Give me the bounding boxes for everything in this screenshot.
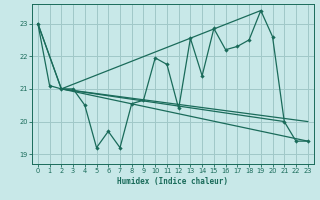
X-axis label: Humidex (Indice chaleur): Humidex (Indice chaleur) [117, 177, 228, 186]
